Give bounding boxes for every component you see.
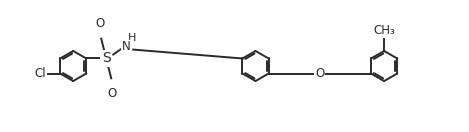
Text: O: O	[107, 87, 117, 100]
Text: H: H	[128, 33, 136, 43]
Text: N: N	[122, 40, 130, 53]
Text: O: O	[96, 17, 105, 30]
Text: CH₃: CH₃	[373, 24, 395, 37]
Text: O: O	[315, 67, 325, 80]
Text: S: S	[102, 51, 111, 65]
Text: Cl: Cl	[35, 67, 46, 80]
